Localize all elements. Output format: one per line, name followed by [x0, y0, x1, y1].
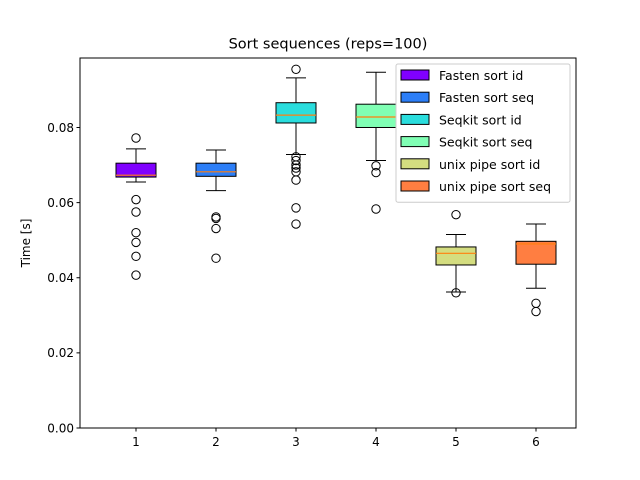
y-tick-label: 0.00 — [47, 421, 74, 435]
legend-label: Fasten sort id — [439, 68, 523, 83]
x-tick-label: 4 — [372, 435, 380, 449]
box-body — [115, 162, 157, 178]
legend-swatch — [400, 136, 430, 148]
legend-label: unix pipe sort id — [439, 157, 540, 172]
chart-title: Sort sequences (reps=100) — [229, 37, 428, 53]
outlier-point — [371, 204, 381, 214]
outlier-point — [291, 203, 301, 213]
y-tick-label: 0.06 — [47, 196, 74, 210]
box-4 — [355, 71, 397, 214]
box-1 — [115, 133, 157, 280]
box-body — [435, 246, 477, 266]
outlier-point — [211, 213, 221, 224]
outlier-point — [531, 306, 541, 317]
y-tick-label: 0.04 — [47, 271, 74, 285]
plot-area: 0.00 0.02 0.04 0.06 0.08 1 2 3 4 5 6 — [47, 64, 557, 449]
legend-swatch — [400, 113, 430, 125]
outlier-point — [451, 288, 461, 298]
y-tick-label: 0.02 — [47, 346, 74, 360]
x-tick-label: 5 — [452, 435, 460, 449]
legend-frame — [395, 63, 571, 203]
outlier-point — [291, 175, 301, 185]
outlier-point — [131, 227, 141, 238]
legend-swatch — [400, 180, 430, 192]
legend-label: Fasten sort seq — [439, 90, 534, 105]
outlier-point — [131, 133, 141, 143]
box-2 — [195, 149, 237, 263]
x-tick-label: 3 — [292, 435, 300, 449]
box-6 — [515, 223, 557, 317]
outlier-point — [211, 223, 221, 234]
legend-label: unix pipe sort seq — [439, 179, 551, 194]
box-5 — [435, 209, 477, 298]
y-tick-label: 0.08 — [47, 121, 74, 135]
outlier-point — [131, 237, 141, 248]
outlier-point — [131, 207, 141, 217]
outlier-point — [131, 270, 141, 280]
axes-frame — [79, 57, 577, 429]
outlier-point — [131, 194, 141, 205]
outlier-point — [371, 161, 381, 171]
box-body — [275, 102, 317, 124]
x-tick-label: 2 — [212, 435, 220, 449]
legend-swatch — [400, 91, 430, 103]
outlier-point — [451, 209, 461, 220]
outlier-point — [371, 167, 381, 178]
x-tick-label: 1 — [132, 435, 140, 449]
box-body — [355, 103, 397, 128]
outlier-point — [291, 160, 301, 170]
legend-swatch — [400, 69, 430, 81]
legend-swatch — [400, 158, 430, 170]
outlier-point — [531, 298, 541, 308]
outlier-point — [131, 251, 141, 262]
box-3 — [275, 64, 317, 229]
outlier-point — [291, 219, 301, 229]
legend-label: Seqkit sort seq — [439, 135, 532, 150]
outlier-point — [291, 155, 301, 166]
x-tick-label: 6 — [532, 435, 540, 449]
y-axis-label: Time [s] — [19, 219, 33, 269]
legend-label: Seqkit sort id — [439, 112, 522, 127]
outlier-point — [291, 64, 301, 74]
outlier-point — [291, 163, 301, 173]
outlier-point — [211, 253, 221, 263]
box-body — [195, 162, 237, 177]
box-body — [515, 240, 557, 265]
legend: Fasten sort id Fasten sort seq Seqkit sort… — [395, 63, 571, 203]
